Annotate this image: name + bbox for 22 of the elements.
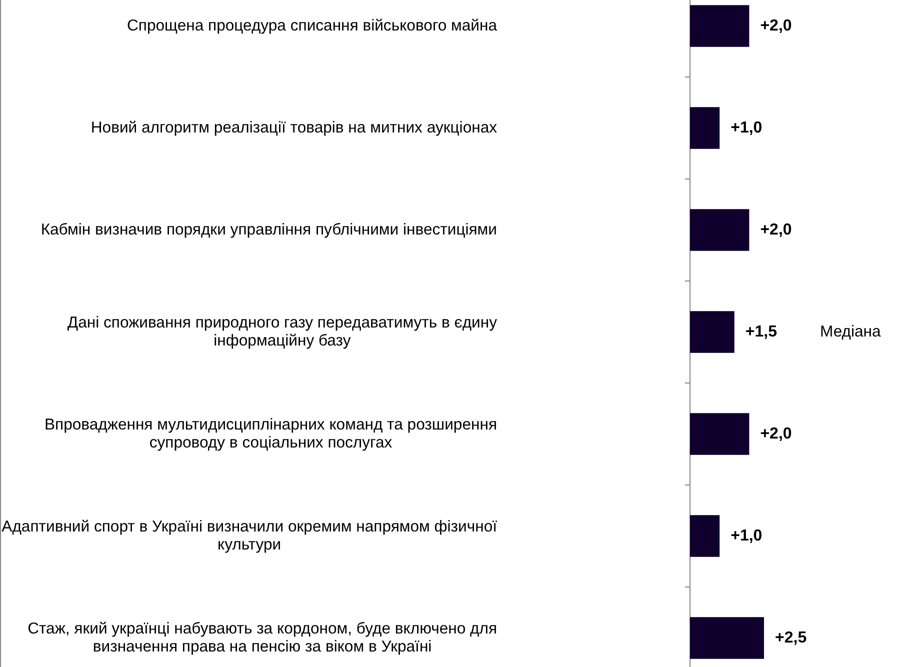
bar: [690, 413, 750, 455]
bar: [690, 311, 734, 353]
bar: [690, 617, 764, 659]
data-label: +1,0: [730, 527, 762, 544]
bar: [690, 515, 720, 557]
y-tick-label: Адаптивний спорт в Україні визначили окремим напрямом фізичної культури: [2, 518, 498, 554]
y-tick-label: Стаж, який українці набувають за кордоном, буде включено для визначення права на пенсію за віком в Україні: [28, 620, 498, 656]
bar: [690, 107, 720, 149]
y-tick-label: Новий алгоритм реалізації товарів на митних аукціонах: [90, 119, 498, 136]
y-tick-label: Кабмін визначив порядки управління публічними інвестиціями: [40, 221, 498, 238]
bar: [690, 5, 750, 47]
data-label: +2,5: [775, 629, 807, 646]
y-tick-label: Спрощена процедура списання військового майна: [126, 17, 498, 34]
bar: [690, 209, 750, 251]
text: Медіана: [820, 323, 882, 340]
data-label: +2,0: [760, 221, 792, 238]
y-tick-label: Впровадження мультидисциплінарних команд та розширення супроводу в соціальних послугах: [44, 416, 498, 452]
data-label: +2,0: [760, 425, 792, 442]
data-label: +1,0: [730, 119, 762, 136]
data-label: +2,0: [760, 17, 792, 34]
y-tick-label: Дані споживання природного газу передаватимуть в єдину інформаційну базу: [67, 314, 498, 350]
data-label: +1,5: [745, 323, 778, 340]
